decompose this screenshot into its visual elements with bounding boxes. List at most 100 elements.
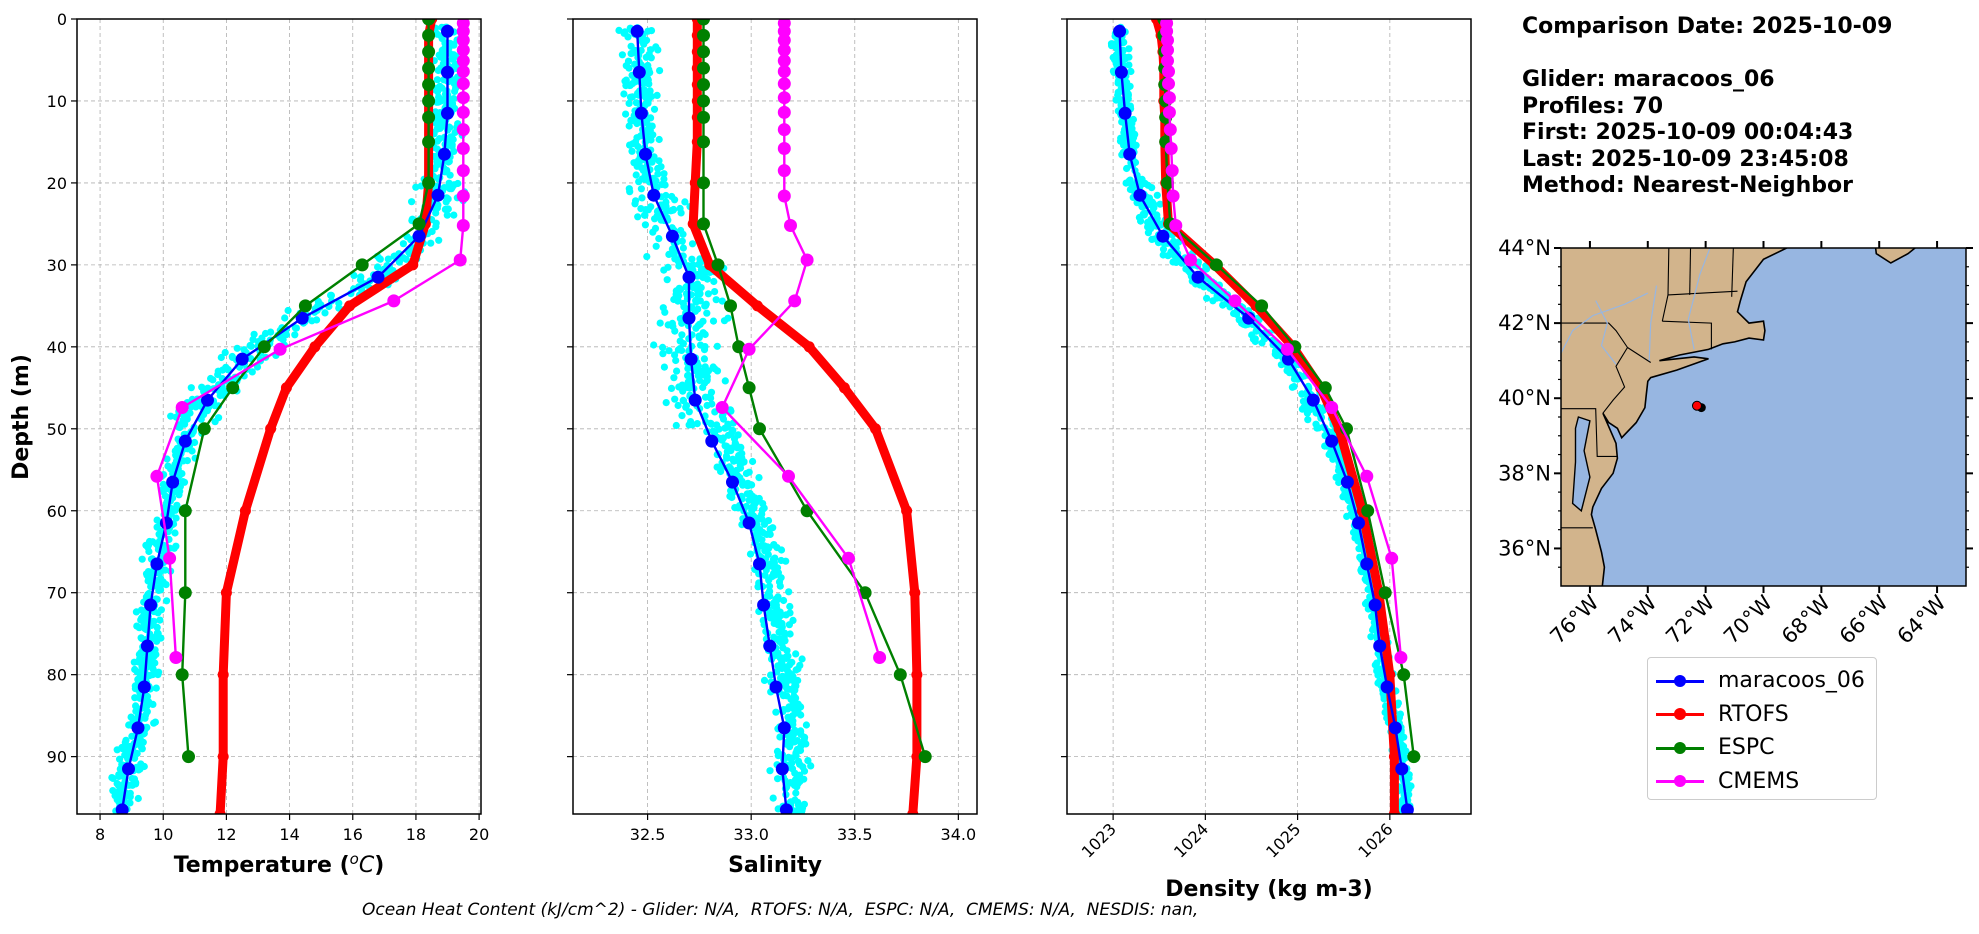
data-point: [175, 668, 189, 682]
scatter-point: [798, 655, 806, 663]
data-point: [687, 218, 699, 230]
series-cmems: [150, 19, 470, 664]
data-point: [901, 505, 913, 517]
scatter-point: [794, 798, 802, 806]
data-point: [1161, 33, 1174, 47]
scatter-point: [175, 423, 183, 431]
scatter-point: [146, 575, 155, 583]
data-point: [1156, 229, 1170, 243]
scatter-point: [214, 370, 222, 379]
scatter-point: [800, 767, 809, 775]
scatter-point: [655, 135, 663, 144]
scatter-point: [116, 755, 124, 763]
scatter-point: [733, 444, 742, 452]
scatter-point: [748, 504, 756, 512]
data-point: [456, 164, 470, 178]
scatter-point: [785, 738, 793, 746]
scatter-point: [662, 399, 670, 407]
x-tick-label: 32.5: [630, 825, 666, 844]
scatter-point: [621, 28, 629, 36]
scatter-point: [678, 381, 686, 389]
scatter-point: [1156, 200, 1164, 208]
scatter-point: [148, 663, 156, 672]
series-line: [702, 19, 927, 757]
scatter-point: [163, 597, 171, 605]
profile-count: Profiles: 70: [1522, 93, 1664, 119]
data-point: [697, 78, 710, 92]
scatter-point: [668, 192, 676, 201]
scatter-point: [684, 372, 692, 380]
data-point: [697, 94, 710, 108]
scatter-point: [314, 297, 322, 305]
scatter-point: [776, 733, 784, 741]
scatter-point: [652, 177, 660, 185]
scatter-point: [142, 711, 150, 719]
location-map: 36°N 38°N 40°N 42°N 44°N 76°W 74°W 72°W 70°W 68°W…: [1498, 236, 1973, 649]
scatter-point: [291, 331, 299, 339]
y-tick-label: 80: [47, 666, 67, 685]
scatter-point: [693, 420, 701, 428]
scatter-point: [115, 771, 123, 779]
scatter-point: [114, 781, 122, 789]
scatter-point: [1141, 179, 1149, 188]
scatter-point: [625, 185, 633, 193]
scatter-point: [1124, 90, 1132, 98]
data-point: [697, 135, 710, 149]
scatter-point: [676, 315, 685, 323]
scatter-point: [356, 276, 365, 284]
scatter-point: [783, 654, 791, 663]
scatter-point: [1132, 141, 1140, 149]
scatter-point: [660, 363, 669, 371]
data-point: [456, 77, 470, 91]
data-point: [715, 401, 729, 414]
data-point: [742, 381, 756, 395]
scatter-point: [144, 591, 152, 599]
scatter-point: [777, 556, 785, 565]
data-point: [1165, 164, 1179, 178]
data-point: [456, 33, 470, 47]
scatter-point: [785, 661, 794, 669]
legend-item-cmems: CMEMS: [1648, 765, 1876, 799]
scatter-point: [1273, 352, 1281, 360]
scatter-point: [1141, 209, 1149, 217]
scatter-point: [650, 341, 658, 349]
scatter-point: [628, 80, 637, 88]
glider-location-marker: [1691, 400, 1702, 411]
scatter-point: [755, 534, 763, 542]
data-point: [1352, 516, 1365, 530]
scatter-point: [692, 296, 700, 305]
depth-axis-title: Depth (m): [9, 354, 34, 480]
data-point: [412, 229, 426, 243]
scatter-point: [756, 526, 764, 534]
data-point: [1368, 598, 1382, 612]
scatter-point: [663, 276, 671, 284]
temperature-axis-title: Temperature (oC): [174, 850, 385, 878]
scatter-point: [710, 277, 718, 286]
data-point: [911, 669, 923, 681]
state-border: [1602, 347, 1628, 414]
y-tick-label: 70: [47, 584, 67, 603]
scatter-point: [671, 395, 679, 403]
scatter-point: [729, 469, 737, 477]
scatter-point: [796, 661, 804, 670]
data-point: [1306, 393, 1320, 407]
scatter-point: [161, 566, 169, 574]
scatter-point: [674, 296, 682, 304]
scatter-point: [705, 367, 713, 375]
scatter-point: [797, 727, 805, 736]
scatter-point: [402, 255, 410, 263]
glider-profile-scatter: [1107, 23, 1415, 814]
scatter-point: [1235, 316, 1243, 324]
scatter-point: [159, 578, 167, 586]
scatter-point: [625, 122, 633, 130]
scatter-point: [804, 757, 812, 765]
scatter-point: [776, 610, 784, 618]
scatter-point: [704, 290, 713, 298]
scatter-point: [792, 789, 800, 797]
scatter-point: [1170, 237, 1178, 245]
scatter-point: [787, 731, 795, 740]
scatter-point: [631, 139, 639, 147]
data-point: [1114, 65, 1128, 79]
scatter-point: [754, 514, 762, 522]
data-point: [842, 551, 855, 565]
